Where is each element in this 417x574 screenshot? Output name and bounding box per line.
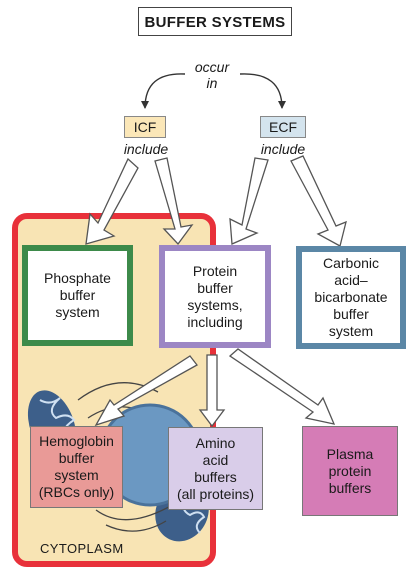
- page-title: BUFFER SYSTEMS: [138, 7, 292, 36]
- hemoglobin-line-3: system: [54, 467, 99, 483]
- carbonic-buffer-box: Carbonic acid– bicarbonate buffer system: [296, 246, 406, 349]
- plasma-line-2: protein: [328, 462, 372, 479]
- arrow-protein-amino: [198, 354, 226, 428]
- in-text: in: [206, 75, 218, 91]
- protein-line-1: Protein: [192, 262, 238, 279]
- arrow-icf-phosphate: [85, 157, 139, 245]
- arrow-protein-hemoglobin: [94, 355, 198, 427]
- hemoglobin-buffer-box: Hemoglobin buffer system (RBCs only): [30, 426, 123, 508]
- plasma-line-3: buffers: [328, 479, 372, 496]
- phosphate-buffer-box: Phosphate buffer system: [22, 245, 133, 346]
- amino-line-4: (all proteins): [176, 485, 255, 502]
- protein-buffer-box: Protein buffer systems, including: [159, 245, 271, 348]
- amino-line-2: acid: [202, 451, 229, 468]
- protein-line-4: including: [187, 313, 243, 330]
- arrow-icf-protein: [154, 157, 194, 246]
- arrow-ecf-protein: [229, 157, 269, 245]
- amino-line-3: buffers: [194, 468, 237, 485]
- carbonic-line-2: acid–: [334, 272, 368, 288]
- protein-line-2: buffer: [197, 279, 233, 296]
- arrow-protein-plasma: [228, 348, 336, 425]
- amino-line-1: Amino: [195, 434, 236, 451]
- hemoglobin-line-4: (RBCs only): [38, 484, 115, 500]
- ecf-include: include: [260, 141, 306, 157]
- plasma-protein-buffer-box: Plasma protein buffers: [302, 426, 398, 516]
- icf-tag: ICF: [124, 116, 166, 138]
- hemoglobin-line-2: buffer: [58, 450, 95, 466]
- phosphate-line-3: system: [55, 304, 100, 320]
- amino-acid-buffer-box: Amino acid buffers (all proteins): [168, 427, 263, 510]
- carbonic-line-4: buffer: [333, 306, 369, 322]
- phosphate-line-1: Phosphate: [44, 270, 111, 286]
- carbonic-line-1: Carbonic: [322, 255, 379, 271]
- hemoglobin-line-1: Hemoglobin: [39, 433, 114, 449]
- carbonic-line-5: system: [328, 323, 374, 339]
- occur-in-label: occur in: [182, 59, 242, 91]
- plasma-line-1: Plasma: [326, 445, 374, 462]
- occur-text: occur: [194, 59, 230, 75]
- protein-line-3: systems,: [187, 296, 243, 313]
- carbonic-line-3: bicarbonate: [314, 289, 388, 305]
- phosphate-line-2: buffer: [59, 287, 96, 303]
- icf-include: include: [123, 141, 169, 157]
- ecf-tag: ECF: [260, 116, 306, 138]
- cytoplasm-label: CYTOPLASM: [40, 541, 124, 556]
- arrow-ecf-carbonic: [290, 155, 347, 247]
